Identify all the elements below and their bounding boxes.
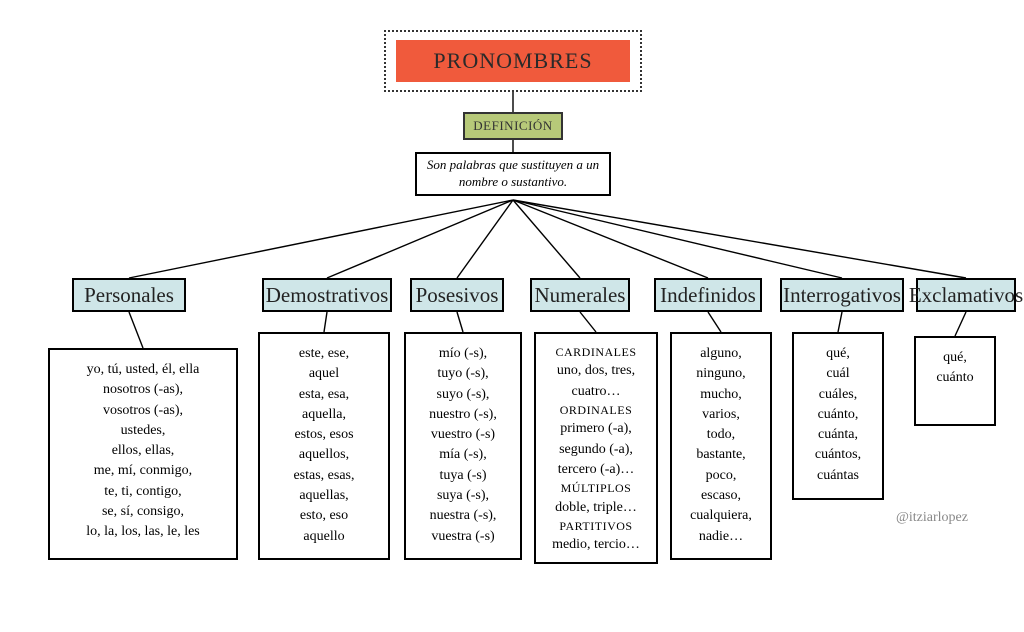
examples-box: qué, cuánto	[914, 336, 996, 426]
definition-text: Son palabras que sustituyen a un nombre …	[425, 157, 601, 191]
examples-text: yo, tú, usted, él, ella nosotros (-as), …	[86, 362, 200, 539]
definition-label-text: DEFINICIÓN	[473, 118, 552, 134]
examples-box: CARDINALESuno, dos, tres, cuatro… ORDINA…	[534, 332, 658, 564]
definition-box: Son palabras que sustituyen a un nombre …	[415, 152, 611, 196]
examples-text: alguno, ninguno, mucho, varios, todo, ba…	[690, 346, 752, 544]
category-label-text: Numerales	[535, 283, 626, 308]
examples-box: alguno, ninguno, mucho, varios, todo, ba…	[670, 332, 772, 560]
examples-box: este, ese, aquel esta, esa, aquella, est…	[258, 332, 390, 560]
title-dotted-frame: PRONOMBRES	[384, 30, 642, 92]
category-label: Demostrativos	[262, 278, 392, 312]
category-label-text: Exclamativos	[909, 283, 1023, 308]
examples-text: qué, cuál cuáles, cuánto, cuánta, cuánto…	[815, 346, 861, 483]
category-label: Personales	[72, 278, 186, 312]
examples-text: qué, cuánto	[936, 350, 973, 385]
examples-box: yo, tú, usted, él, ella nosotros (-as), …	[48, 348, 238, 560]
category-label: Numerales	[530, 278, 630, 312]
examples-text: mío (-s), tuyo (-s), suyo (-s), nuestro …	[429, 346, 497, 544]
category-label-text: Posesivos	[416, 283, 499, 308]
category-label-text: Demostrativos	[266, 283, 388, 308]
category-label: Interrogativos	[780, 278, 904, 312]
examples-box: qué, cuál cuáles, cuánto, cuánta, cuánto…	[792, 332, 884, 500]
title-text: PRONOMBRES	[433, 48, 592, 74]
definition-label: DEFINICIÓN	[463, 112, 563, 140]
category-label-text: Personales	[84, 283, 174, 308]
category-label: Indefinidos	[654, 278, 762, 312]
category-label-text: Indefinidos	[660, 283, 756, 308]
diagram-canvas: PRONOMBRES DEFINICIÓN Son palabras que s…	[0, 0, 1024, 632]
examples-text: este, ese, aquel esta, esa, aquella, est…	[293, 346, 354, 544]
title-box: PRONOMBRES	[396, 40, 630, 82]
examples-box: mío (-s), tuyo (-s), suyo (-s), nuestro …	[404, 332, 522, 560]
category-label: Exclamativos	[916, 278, 1016, 312]
credit: @itziarlopez	[896, 510, 968, 526]
category-label: Posesivos	[410, 278, 504, 312]
category-label-text: Interrogativos	[783, 283, 901, 308]
